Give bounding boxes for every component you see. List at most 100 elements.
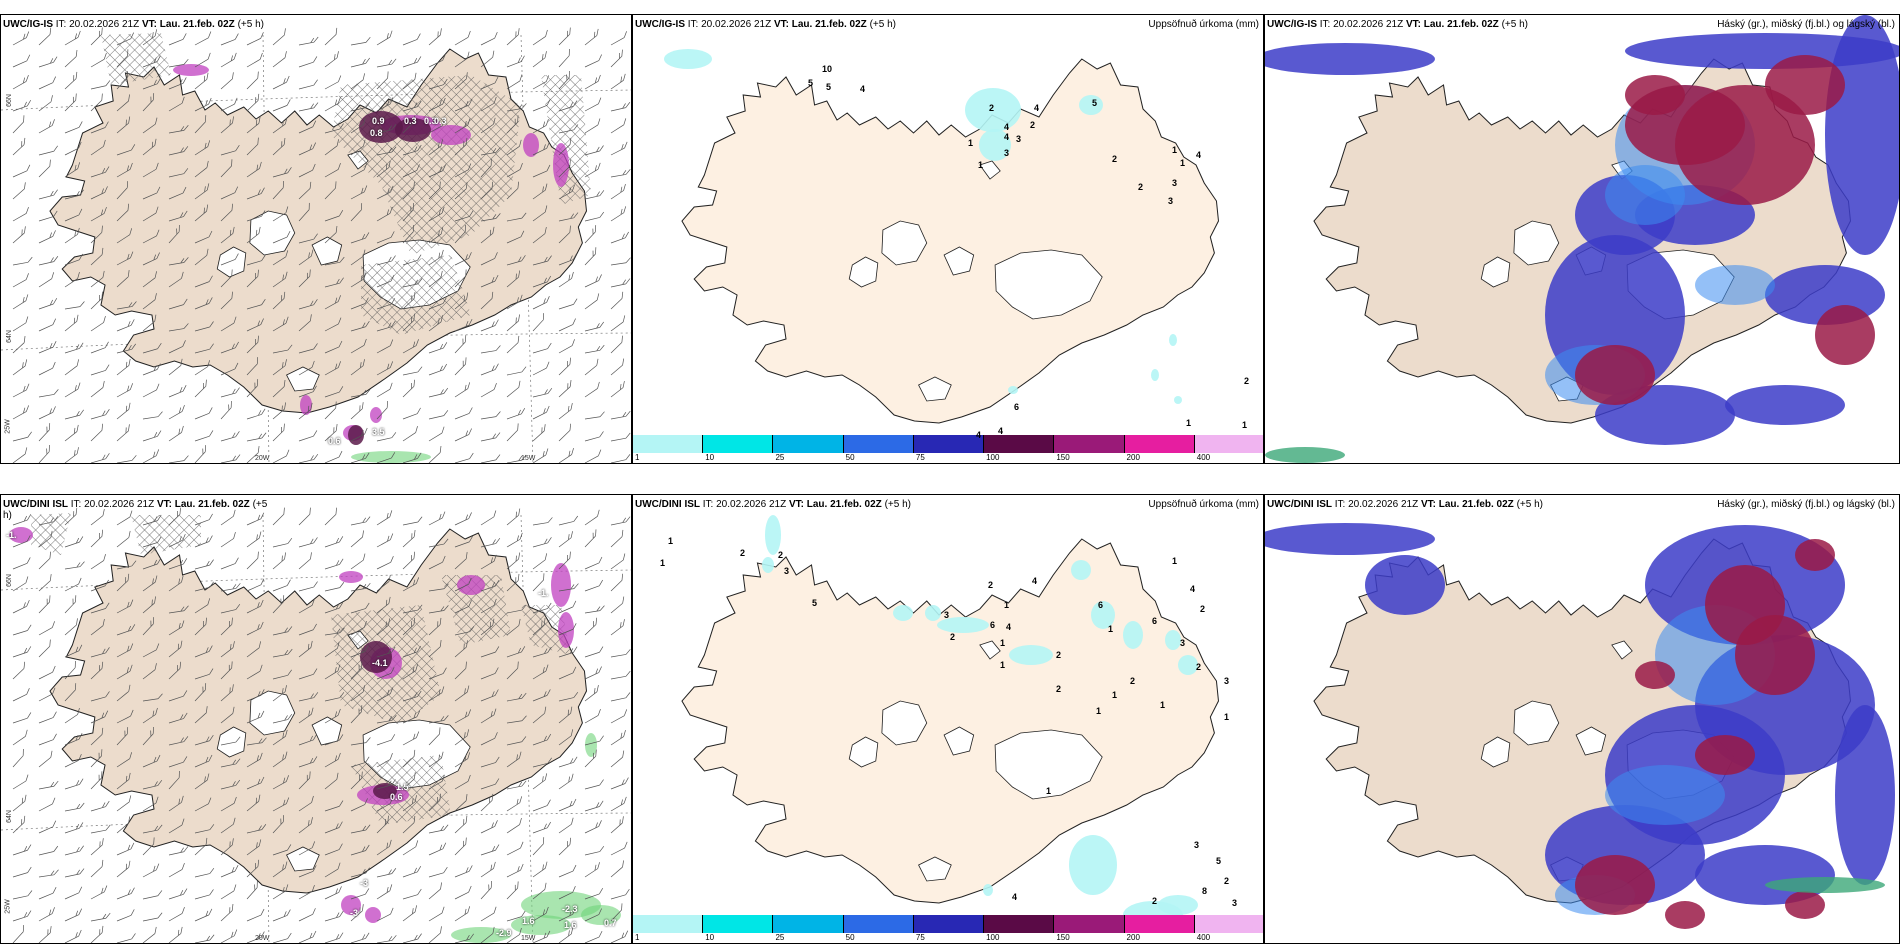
wind-barb-icon xyxy=(142,138,157,156)
wind-barb-icon xyxy=(506,817,522,834)
wind-barb-icon xyxy=(116,842,135,856)
wind-barb-icon xyxy=(194,668,214,680)
wind-barb-icon xyxy=(90,579,109,592)
wind-barb-icon xyxy=(324,582,345,592)
wind-barb-icon xyxy=(402,795,417,812)
iceland-coastline xyxy=(49,528,588,894)
wind-barb-icon xyxy=(220,116,234,134)
wind-barb-icon xyxy=(480,778,500,790)
wind-barb-icon xyxy=(610,73,626,90)
wind-barb-icon xyxy=(12,535,31,548)
wind-barb-icon xyxy=(298,360,315,376)
glacier-outline xyxy=(216,726,247,758)
wind-barb-icon xyxy=(376,185,394,200)
wind-barb-icon xyxy=(454,428,472,442)
wind-barb-icon xyxy=(90,619,105,636)
wind-barb-icon xyxy=(38,341,57,354)
wind-barb-icon xyxy=(12,866,32,878)
wind-barb-icon xyxy=(220,583,241,592)
wind-barb-icon xyxy=(90,727,104,746)
wind-barb-icon xyxy=(142,693,163,702)
wind-barb-icon xyxy=(298,795,314,812)
wind-barb-icon xyxy=(376,556,394,570)
wind-barb-icon xyxy=(298,56,318,68)
wind-barb-icon xyxy=(194,430,214,442)
wind-barb-icon xyxy=(64,93,77,112)
wind-barb-icon xyxy=(428,206,445,222)
wind-barb-icon xyxy=(142,430,162,442)
colorbar-tick: 10 xyxy=(705,933,715,942)
wind-barb-icon xyxy=(38,711,57,724)
wind-barb-icon xyxy=(558,212,579,222)
wind-barb-icon xyxy=(324,277,344,288)
parallel-64n xyxy=(1,332,631,351)
low-cloud xyxy=(1625,33,1899,69)
wind-barb-icon xyxy=(168,640,183,658)
wind-barb-icon xyxy=(168,507,181,526)
wind-barb-icon xyxy=(64,595,77,614)
wind-barb-icon xyxy=(506,74,523,90)
precip-blob xyxy=(457,575,485,595)
wind-barb-icon xyxy=(298,249,314,266)
wind-barb-icon xyxy=(532,226,547,244)
wind-barb-icon xyxy=(480,510,497,526)
wind-barb-icon xyxy=(506,881,519,900)
wind-barb-icon xyxy=(324,295,341,310)
wind-barb-icon xyxy=(610,231,629,244)
wind-barb-icon xyxy=(168,690,188,702)
wind-barb-icon xyxy=(402,604,423,614)
wind-barb-icon xyxy=(12,624,32,636)
wind-barb-icon xyxy=(584,749,597,768)
wind-barb-icon xyxy=(220,884,237,900)
wind-barb-icon xyxy=(558,706,573,724)
wind-barb-icon xyxy=(298,120,317,134)
wind-barb-icon xyxy=(116,909,135,922)
wind-barb-icon xyxy=(116,573,130,592)
wind-barb-icon xyxy=(220,684,234,702)
wind-barb-icon xyxy=(480,554,497,570)
wind-barb-icon xyxy=(194,754,213,768)
wind-barb-icon xyxy=(376,510,393,526)
wind-barb-icon xyxy=(194,97,212,112)
wind-barb-icon xyxy=(584,779,604,790)
wind-barb-icon xyxy=(220,33,239,46)
wind-barb-icon xyxy=(246,859,260,878)
wind-barb-icon xyxy=(272,291,286,310)
wind-barb-icon xyxy=(610,816,624,834)
wind-barb-icon xyxy=(584,28,599,46)
wind-barb-icon xyxy=(376,255,396,266)
wind-barb-icon xyxy=(532,296,550,310)
wind-barb-icon xyxy=(506,255,526,266)
wind-barb-icon xyxy=(90,409,110,420)
wind-barb-icon xyxy=(38,298,58,310)
wind-barb-icon xyxy=(142,117,158,134)
wind-barb-icon xyxy=(194,343,214,354)
wind-barb-icon xyxy=(454,357,467,376)
glacier-outline xyxy=(249,690,296,736)
wind-barb-icon xyxy=(402,100,422,112)
wind-barb-icon xyxy=(194,581,214,592)
wind-barb-icon xyxy=(610,841,628,856)
wind-barb-icon xyxy=(532,313,544,332)
colorbar-swatch xyxy=(1124,435,1195,453)
wind-barb-icon xyxy=(480,793,494,812)
wind-barb-icon xyxy=(584,225,597,244)
precip-blob xyxy=(9,527,33,543)
wind-barb-icon xyxy=(558,159,571,178)
wind-barb-icon xyxy=(454,865,473,878)
wind-barb-icon xyxy=(12,729,28,746)
wind-barb-icon xyxy=(350,645,369,658)
wind-barb-icon xyxy=(142,663,157,680)
wind-barb-icon xyxy=(350,867,370,878)
wind-barb-icon xyxy=(610,102,631,112)
wind-barb-icon xyxy=(116,94,130,112)
wind-barb-icon xyxy=(142,643,160,658)
wind-barb-icon xyxy=(272,797,290,812)
wind-barb-icon xyxy=(402,291,416,310)
panel-header: UWC/IG-IS IT: 20.02.2026 21Z VT: Lau. 21… xyxy=(1267,19,1528,30)
wind-barb-icon xyxy=(428,363,447,376)
wind-barb-icon xyxy=(142,342,162,354)
wind-barb-icon xyxy=(480,432,501,442)
wind-barb-icon xyxy=(454,292,469,310)
wind-barb-icon xyxy=(298,163,316,178)
